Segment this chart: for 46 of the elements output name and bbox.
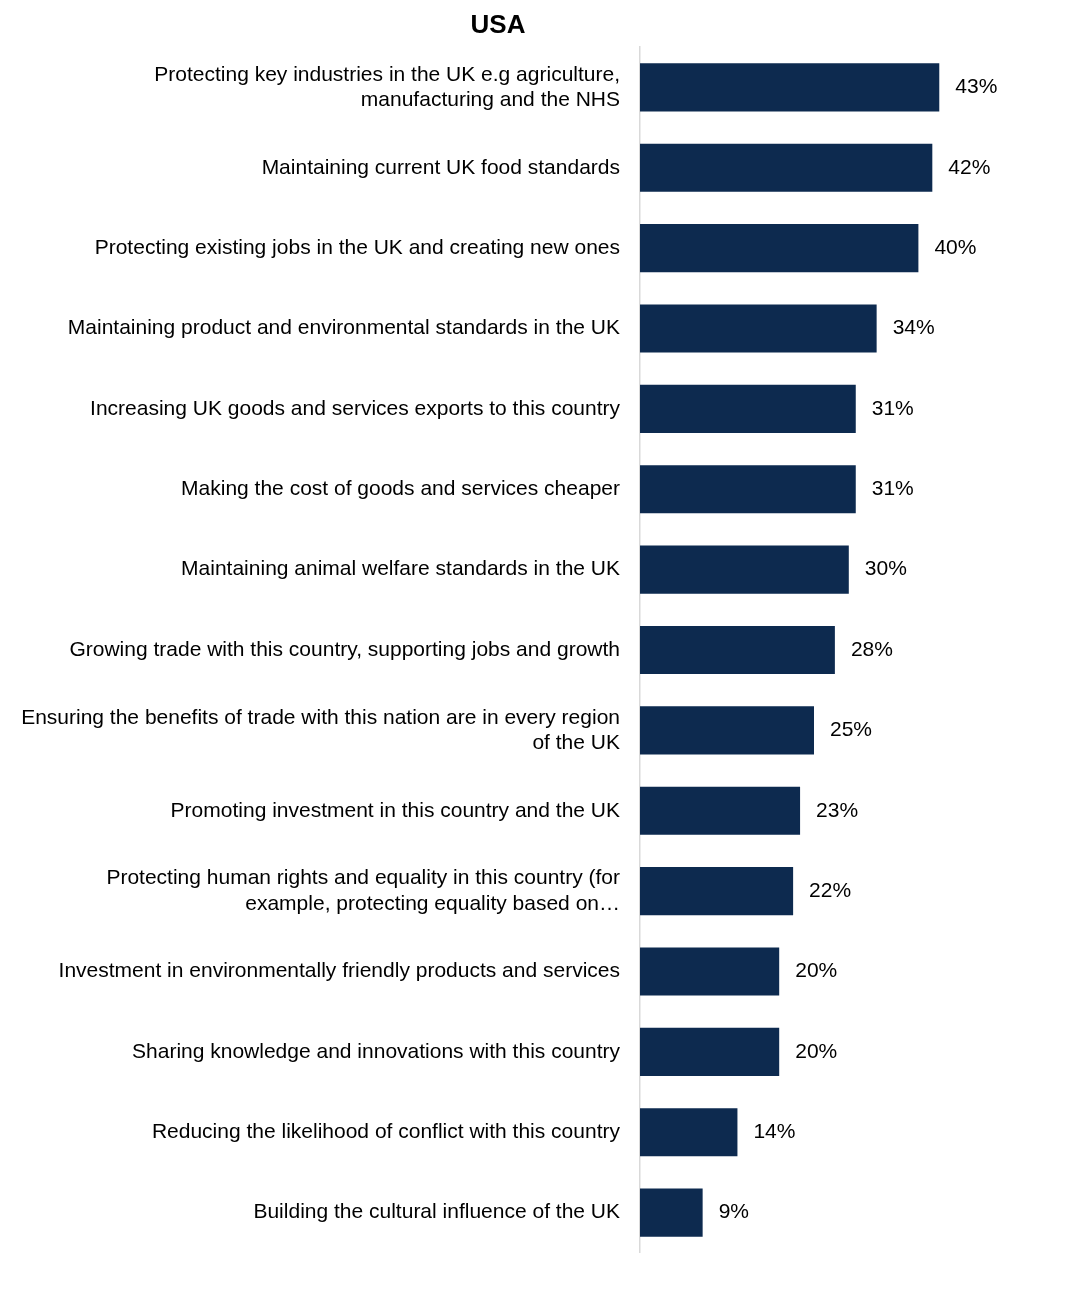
y-tick-label: Maintaining product and environmental standards in the UK (67, 315, 620, 339)
bar (640, 786, 801, 835)
data-label: 43% (955, 74, 998, 98)
data-label: 14% (753, 1119, 796, 1143)
bar (640, 867, 794, 916)
chart-title: USA (470, 8, 526, 39)
y-tick-label: Maintaining animal welfare standards in the UK (181, 556, 620, 580)
data-label: 31% (871, 395, 914, 419)
bar (640, 465, 856, 514)
y-tick-label: Increasing UK goods and services exports to this country (90, 395, 621, 419)
bar (640, 63, 940, 112)
data-label: 28% (850, 636, 893, 660)
bar (640, 384, 856, 433)
bar (640, 1027, 780, 1076)
bar (640, 143, 933, 192)
y-tick-label: Building the cultural influence of the UK (253, 1199, 620, 1223)
y-tick-label: Making the cost of goods and services cheaper (181, 476, 620, 500)
data-label: 31% (871, 476, 914, 500)
bar (640, 224, 919, 273)
data-label: 22% (809, 877, 852, 901)
data-label: 9% (718, 1199, 749, 1223)
y-tick-label: Promoting investment in this country and the UK (170, 797, 620, 821)
data-label: 34% (892, 315, 935, 339)
y-tick-label: Protecting key industries in the UK e.g agriculture, manufacturing and the NHS (154, 61, 620, 110)
data-label: 25% (830, 717, 873, 741)
y-tick-label: Sharing knowledge and innovations with this country (132, 1038, 621, 1062)
data-label: 40% (934, 234, 977, 258)
y-tick-label: Ensuring the benefits of trade with this nation are in every region of the UK (21, 704, 620, 753)
bar (640, 625, 835, 675)
bar (640, 1108, 738, 1157)
data-label: 30% (864, 556, 907, 580)
y-tick-label: Growing trade with this country, supporting jobs and growth (69, 636, 620, 660)
y-tick-label: Protecting existing jobs in the UK and creating new ones (94, 234, 620, 258)
data-label: 42% (948, 154, 991, 178)
bar (640, 545, 849, 594)
y-tick-label: Investment in environmentally friendly products and services (58, 958, 620, 982)
y-tick-label: Reducing the likelihood of conflict with this country (151, 1119, 621, 1143)
data-label: 20% (795, 1038, 838, 1062)
bar (640, 706, 814, 755)
bar (640, 304, 877, 353)
y-tick-label: Protecting human rights and equality in this country (for example, protecting equality based on… (106, 865, 620, 914)
bar (640, 947, 780, 996)
data-label: 23% (816, 797, 859, 821)
bar (640, 1188, 703, 1237)
y-tick-label: Maintaining current UK food standards (261, 154, 620, 178)
data-label: 20% (795, 958, 838, 982)
